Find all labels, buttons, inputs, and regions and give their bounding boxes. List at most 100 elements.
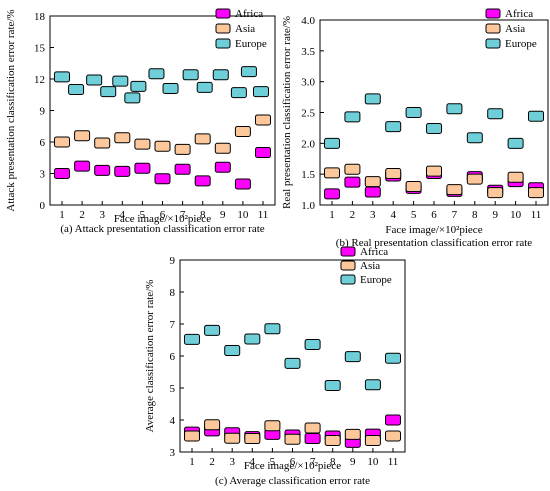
data-point-asia [344,163,361,175]
x-tick-label: 3 [370,209,376,221]
x-tick-label: 5 [411,209,417,221]
x-tick-label: 11 [258,209,269,221]
data-point-europe [230,87,247,99]
data-point-asia [154,140,171,152]
x-tick-label: 3 [99,209,105,221]
data-point-asia [385,430,401,442]
data-point-asia [364,434,381,446]
data-point-europe [148,68,165,80]
x-tick-label: 5 [270,456,276,468]
y-tick-label: 4.0 [301,15,315,27]
legend-label-asia: Asia [360,260,380,272]
data-point-africa [344,176,361,188]
legend-swatch-africa [215,8,231,19]
legend-swatch-asia [485,23,501,34]
data-point-europe [100,86,117,98]
y-tick-label: 9 [40,106,46,118]
x-tick-label: 10 [510,209,522,221]
legend-swatch-europe [340,274,356,285]
series-asia [184,419,401,446]
data-point-europe [324,379,341,391]
x-axis-label: Face image/×10²piece [244,460,341,472]
data-point-europe [364,379,381,391]
data-point-europe [466,132,483,144]
legend-label-europe: Europe [360,274,392,286]
data-point-asia [194,133,211,145]
data-point-africa [255,147,271,158]
data-point-europe [364,93,381,105]
data-point-asia [224,432,241,444]
x-tick-label: 11 [531,209,542,221]
data-point-europe [204,324,221,336]
legend-swatch-europe [485,38,501,49]
y-axis-label: Attack presentation classification error… [5,9,17,211]
x-tick-label: 11 [388,456,399,468]
data-point-europe [68,84,85,95]
x-tick-label: 9 [350,456,356,468]
data-point-europe [385,121,402,133]
chart-caption: (a) Attack presentation classification e… [60,223,264,235]
data-point-asia [114,132,131,144]
series-asia [324,163,544,199]
x-tick-label: 7 [180,209,186,221]
data-point-africa [74,160,91,172]
data-point-asia [304,422,321,434]
x-tick-label: 4 [250,456,256,468]
data-point-africa [234,178,251,190]
data-point-europe [304,338,321,350]
y-tick-label: 1.5 [301,169,315,181]
x-tick-label: 8 [330,456,336,468]
data-point-africa [385,414,401,426]
data-point-africa [304,433,321,445]
x-tick-label: 10 [367,456,379,468]
x-tick-label: 7 [310,456,316,468]
data-point-europe [284,357,301,369]
legend: Africa Asia Europe [215,8,267,50]
data-point-asia [426,165,442,177]
data-point-africa [154,173,171,185]
data-point-africa [54,168,70,179]
data-point-europe [344,351,361,363]
data-point-europe [196,81,213,93]
data-point-asia [466,173,483,185]
data-point-europe [212,69,229,81]
data-point-europe [240,66,257,78]
series-europe [324,93,544,149]
data-point-asia [487,187,504,199]
x-tick-label: 3 [229,456,235,468]
legend-label-europe: Europe [505,38,537,50]
x-tick-label: 4 [120,209,126,221]
data-point-europe [244,333,261,345]
x-axis-label: Face image/×10²piece [385,224,482,236]
legend-swatch-africa [485,8,501,19]
data-point-asia [74,130,91,142]
y-tick-label: 18 [34,11,46,23]
x-tick-label: 9 [492,209,498,221]
data-point-europe [112,75,129,87]
series-africa [54,147,271,190]
y-tick-label: 8 [170,287,176,299]
chart-panel-2: 1.0 1.5 2.0 2.5 3.0 3.5 4.0 1 2 3 4 5 6 7 8 9 10 11 Face i… [281,8,549,249]
x-tick-label: 5 [140,209,146,221]
y-axis-label: Average classification error rate/% [144,280,156,433]
data-point-europe [252,86,269,98]
y-tick-label: 0 [40,200,46,212]
data-point-europe [344,111,361,123]
data-point-africa [364,186,381,198]
data-point-europe [385,352,401,364]
y-tick-label: 9 [170,255,176,267]
data-point-asia [234,126,251,137]
data-point-asia [324,167,340,179]
x-tick-label: 7 [452,209,458,221]
data-point-asia [184,430,200,442]
legend: Africa Asia Europe [485,8,537,50]
y-tick-label: 2.0 [301,138,315,150]
data-point-europe [507,137,524,149]
legend-label-asia: Asia [235,23,255,35]
data-point-asia [204,419,221,431]
legend-label-asia: Asia [505,23,525,35]
x-tick-label: 1 [59,209,65,221]
x-tick-label: 9 [220,209,226,221]
data-point-africa [134,162,151,174]
